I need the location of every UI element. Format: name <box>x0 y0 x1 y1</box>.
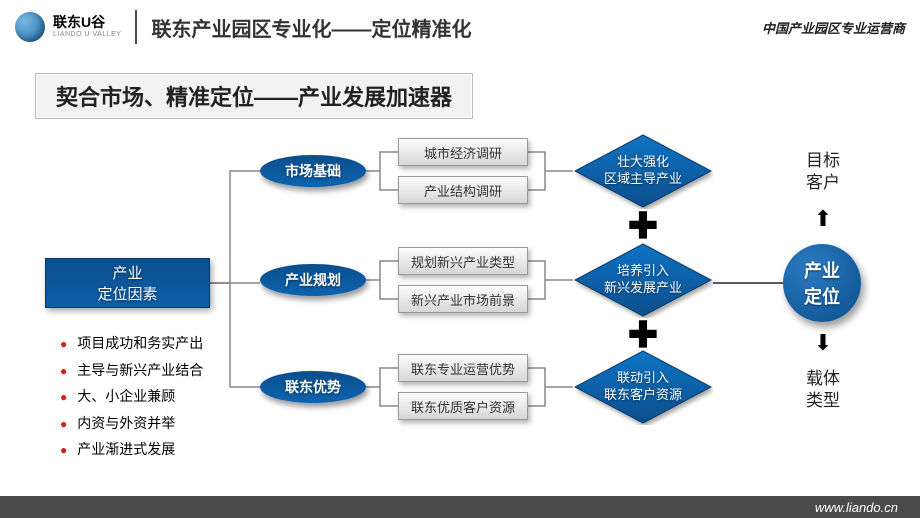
plus-icon: ✚ <box>628 205 658 247</box>
arrow-up-icon: ⬆ <box>814 206 832 232</box>
gbox: 新兴产业市场前景 <box>398 285 528 313</box>
gbox: 城市经济调研 <box>398 138 528 166</box>
root-line1: 产业 <box>46 262 209 283</box>
diamond: 培养引入新兴发展产业 <box>573 242 713 318</box>
gbox: 联东优质客户资源 <box>398 392 528 420</box>
list-item: 产业渐进式发展 <box>60 436 203 463</box>
output-bottom: 载体类型 <box>793 368 853 412</box>
footer-bar <box>0 496 920 518</box>
bullet-list: 项目成功和务实产出 主导与新兴产业结合 大、小企业兼顾 内资与外资并举 产业渐进… <box>60 330 203 463</box>
list-item: 主导与新兴产业结合 <box>60 357 203 384</box>
plus-icon: ✚ <box>628 314 658 356</box>
result-circle: 产业 定位 <box>783 244 861 322</box>
result-line1: 产业 <box>804 257 840 283</box>
ellipse-market: 市场基础 <box>260 155 366 187</box>
ellipse-liando: 联东优势 <box>260 371 366 403</box>
arrow-down-icon: ⬇ <box>814 330 832 356</box>
footer-url: www.liando.cn <box>815 500 898 515</box>
list-item: 内资与外资并举 <box>60 410 203 437</box>
gbox: 产业结构调研 <box>398 176 528 204</box>
output-top: 目标客户 <box>793 150 853 194</box>
result-line2: 定位 <box>804 283 840 309</box>
diamond: 联动引入联东客户资源 <box>573 349 713 425</box>
gbox: 联东专业运营优势 <box>398 354 528 382</box>
diamond: 壮大强化区域主导产业 <box>573 133 713 209</box>
list-item: 大、小企业兼顾 <box>60 383 203 410</box>
root-box: 产业 定位因素 <box>45 258 210 308</box>
gbox: 规划新兴产业类型 <box>398 247 528 275</box>
root-line2: 定位因素 <box>46 283 209 304</box>
list-item: 项目成功和务实产出 <box>60 330 203 357</box>
ellipse-plan: 产业规划 <box>260 264 366 296</box>
